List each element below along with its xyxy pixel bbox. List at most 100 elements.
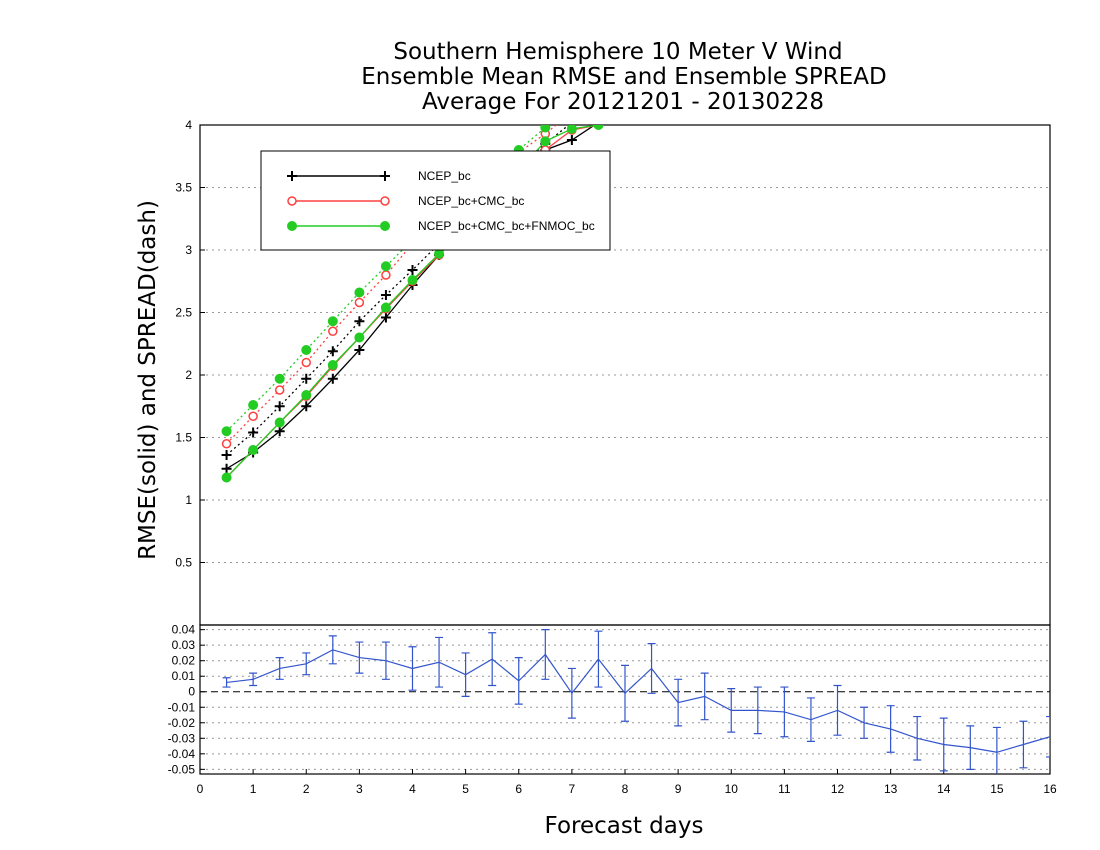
legend-marker bbox=[287, 196, 297, 206]
chart-title-line-3: Average For 20121201 - 20130228 bbox=[422, 89, 824, 115]
error-bar bbox=[488, 632, 497, 687]
x-tick-label: 4 bbox=[409, 782, 416, 796]
spread-point bbox=[301, 357, 311, 368]
y-tick-label: 2 bbox=[185, 368, 192, 382]
spread-point bbox=[248, 411, 258, 421]
error-bar bbox=[435, 636, 444, 688]
y-tick-label: 0.5 bbox=[175, 556, 192, 570]
error-bar bbox=[1046, 715, 1050, 758]
spread-point bbox=[380, 290, 391, 300]
x-tick-label: 7 bbox=[569, 782, 576, 796]
error-bar bbox=[514, 656, 523, 705]
spread-point bbox=[407, 265, 418, 275]
rmse-point bbox=[566, 135, 577, 145]
error-bar bbox=[780, 686, 789, 738]
legend-marker bbox=[287, 171, 297, 181]
rmse-point bbox=[380, 312, 391, 323]
x-tick-label: 2 bbox=[303, 782, 310, 796]
x-tick-label: 16 bbox=[1043, 782, 1057, 796]
error-bar bbox=[222, 677, 231, 688]
y-tick-label: 1 bbox=[185, 493, 192, 507]
spread-point bbox=[274, 373, 285, 384]
error-bar bbox=[381, 641, 390, 680]
y-tick-label: 2.5 bbox=[175, 306, 192, 320]
spread-point bbox=[248, 400, 259, 410]
spread-point bbox=[327, 346, 338, 357]
y-axis-label: RMSE(solid) and SPREAD(dash) bbox=[135, 200, 161, 560]
rmse-point bbox=[274, 417, 285, 428]
rmse-point bbox=[301, 390, 312, 400]
legend-label: NCEP_bc bbox=[418, 169, 471, 183]
rmse-point bbox=[248, 445, 259, 455]
spread-point bbox=[354, 287, 365, 298]
spread-point bbox=[274, 385, 285, 395]
error-bar bbox=[939, 717, 948, 772]
x-tick-label: 10 bbox=[725, 782, 739, 796]
y-tick-label: 0.04 bbox=[172, 623, 196, 637]
y-tick-label: 3 bbox=[185, 243, 192, 257]
y-tick-label: 0.02 bbox=[172, 654, 196, 668]
rmse-point bbox=[221, 463, 232, 474]
error-bar bbox=[541, 629, 550, 680]
y-tick-label: -0.02 bbox=[168, 716, 196, 730]
error-bar bbox=[647, 643, 656, 694]
error-bar bbox=[727, 688, 736, 733]
error-bar bbox=[833, 684, 842, 736]
y-tick-label: -0.01 bbox=[168, 700, 196, 714]
rmse-point bbox=[593, 125, 604, 130]
x-tick-label: 11 bbox=[778, 782, 791, 796]
error-bar bbox=[461, 652, 470, 697]
spread-point bbox=[248, 427, 259, 438]
x-tick-label: 1 bbox=[250, 782, 257, 796]
y-tick-label: 3.5 bbox=[175, 181, 192, 195]
error-bar bbox=[700, 672, 709, 721]
error-bar bbox=[275, 656, 284, 680]
y-tick-label: -0.04 bbox=[168, 747, 196, 761]
error-bar bbox=[886, 705, 895, 753]
x-tick-label: 6 bbox=[515, 782, 522, 796]
legend-marker bbox=[380, 171, 390, 181]
x-tick-label: 13 bbox=[884, 782, 898, 796]
difference-series-layer bbox=[222, 629, 1050, 774]
spread-point bbox=[221, 439, 232, 449]
spread-point bbox=[354, 316, 365, 327]
rmse-point bbox=[274, 426, 285, 437]
x-tick-label: 9 bbox=[675, 782, 682, 796]
error-bar bbox=[328, 635, 337, 665]
error-bar bbox=[621, 664, 629, 722]
y-tick-label: 1.5 bbox=[175, 431, 192, 445]
legend-marker bbox=[287, 221, 297, 231]
x-tick-label: 15 bbox=[990, 782, 1004, 796]
error-bar bbox=[913, 715, 922, 761]
rmse-point bbox=[407, 275, 418, 285]
y-tick-label: -0.05 bbox=[168, 762, 196, 776]
spread-point bbox=[354, 297, 365, 308]
rmse-point bbox=[380, 302, 391, 313]
y-tick-label: 0 bbox=[188, 685, 195, 699]
spread-point bbox=[221, 426, 232, 437]
x-tick-label: 0 bbox=[197, 782, 204, 796]
legend: NCEP_bc NCEP_bc+CMC_bc NCEP_bc+CMC_bc+FNMO… bbox=[260, 150, 611, 251]
legend-marker bbox=[380, 196, 390, 206]
difference-line bbox=[226, 649, 1050, 753]
error-bar bbox=[966, 725, 975, 770]
error-bar bbox=[594, 630, 603, 688]
x-tick-label: 8 bbox=[622, 782, 629, 796]
rmse-point bbox=[354, 345, 365, 355]
chart-title-line-2: Ensemble Mean RMSE and Ensemble SPREAD bbox=[361, 64, 886, 90]
error-bar bbox=[806, 697, 815, 743]
y-tick-label: 0.03 bbox=[172, 638, 196, 652]
rmse-point bbox=[327, 360, 338, 370]
error-bar bbox=[1019, 720, 1028, 769]
legend-label: NCEP_bc+CMC_bc bbox=[418, 194, 524, 208]
rmse-point bbox=[301, 401, 312, 412]
error-bar bbox=[408, 646, 417, 691]
y-tick-label: 4 bbox=[185, 118, 192, 132]
spread-point bbox=[540, 125, 551, 133]
spread-point bbox=[381, 270, 391, 280]
rmse-point bbox=[434, 248, 445, 259]
x-tick-label: 14 bbox=[937, 782, 951, 796]
spread-point bbox=[221, 450, 232, 460]
legend-label: NCEP_bc+CMC_bc+FNMOC_bc bbox=[418, 219, 595, 233]
spread-point bbox=[328, 326, 338, 336]
